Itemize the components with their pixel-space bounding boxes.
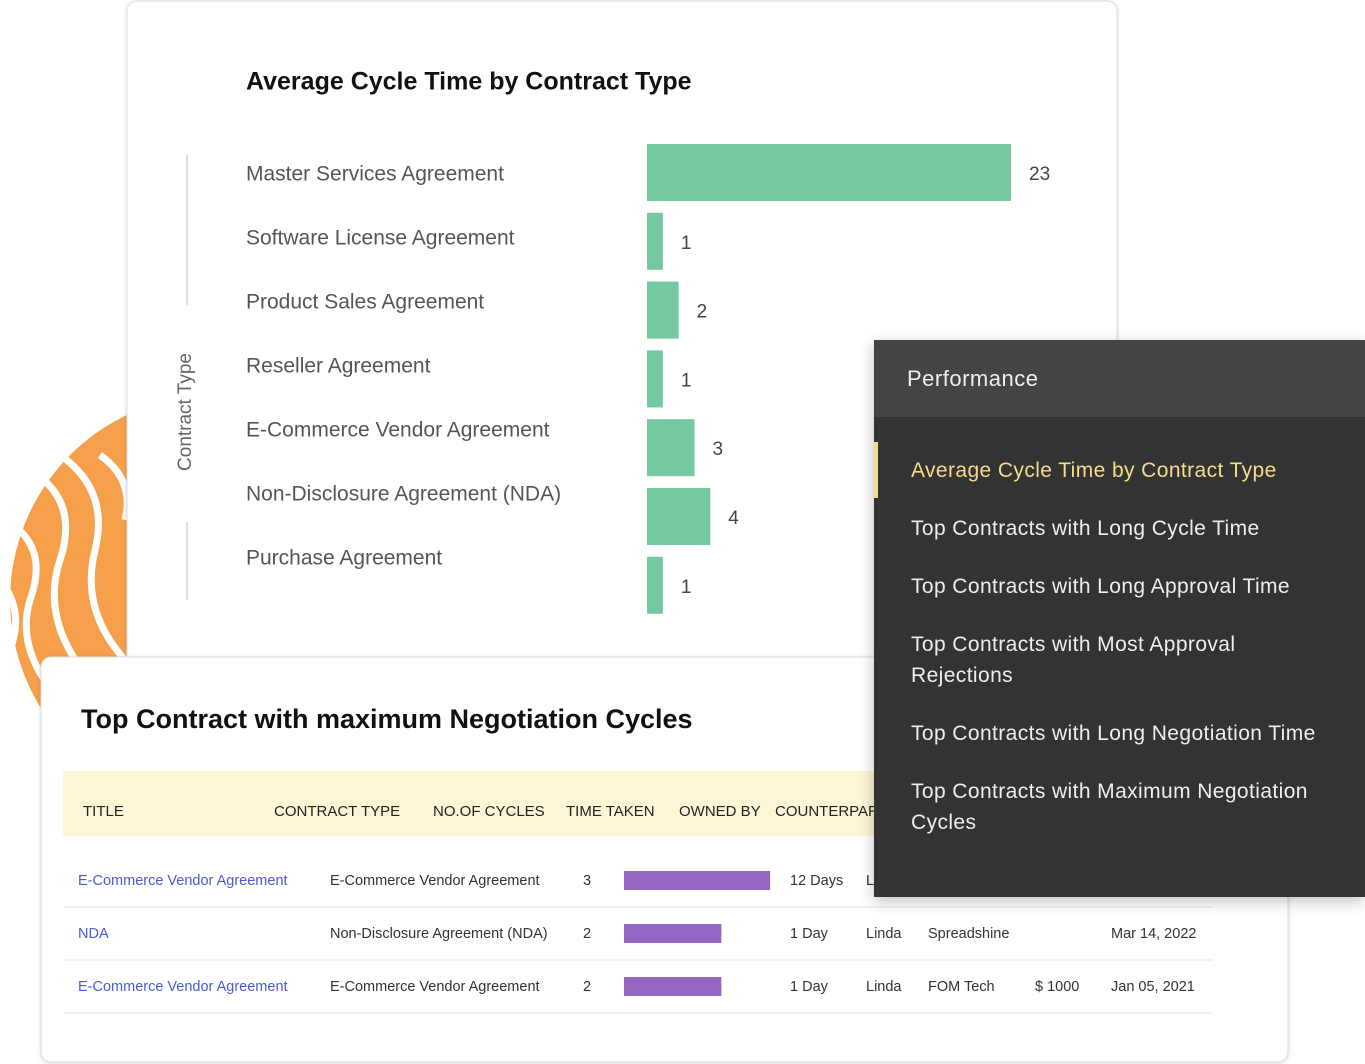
cell-amount: $ 1000 (1035, 979, 1079, 995)
cycle-bar (624, 924, 722, 943)
bar (647, 350, 663, 408)
y-axis-label: Contract Type (175, 353, 196, 471)
column-header: COUNTERPARTY (775, 803, 898, 820)
menu-item[interactable]: Top Contracts with Long Approval Time (911, 575, 1290, 598)
cell-contract-type: Non-Disclosure Agreement (NDA) (330, 926, 548, 942)
bar (647, 419, 695, 477)
data-label: 1 (681, 233, 692, 254)
column-header: NO.OF CYCLES (433, 803, 545, 820)
category-label: Product Sales Agreement (246, 291, 484, 314)
menu-item[interactable]: Top Contracts with Long Cycle Time (911, 517, 1260, 540)
bar (647, 281, 679, 339)
cell-owned-by: Linda (866, 926, 902, 942)
cell-time-taken: 1 Day (790, 926, 829, 942)
cell-title[interactable]: NDA (78, 926, 109, 942)
category-label: E-Commerce Vendor Agreement (246, 419, 550, 442)
cell-counterparty: Spreadshine (928, 926, 1009, 942)
bar (647, 488, 711, 545)
cell-cycles: 2 (583, 979, 591, 995)
category-label: Purchase Agreement (246, 547, 442, 570)
menu-item[interactable]: Top Contracts with Most Approval Rejecti… (911, 633, 1236, 687)
category-label: Master Services Agreement (246, 163, 504, 186)
bar (647, 212, 663, 270)
table-title: Top Contract with maximum Negotiation Cy… (81, 704, 693, 734)
cell-title[interactable]: E-Commerce Vendor Agreement (78, 979, 288, 995)
data-label: 3 (712, 439, 723, 460)
cycle-bar (624, 871, 771, 890)
menu-panel: Performance Average Cycle Time by Contra… (874, 340, 1365, 897)
cell-contract-type: E-Commerce Vendor Agreement (330, 873, 540, 889)
data-label: 23 (1029, 164, 1050, 185)
category-label: Reseller Agreement (246, 355, 431, 378)
bar (647, 144, 1011, 201)
cell-date: Mar 14, 2022 (1111, 926, 1196, 942)
cell-time-taken: 12 Days (790, 873, 843, 889)
menu-item[interactable]: Average Cycle Time by Contract Type (874, 442, 1316, 498)
cell-cycles: 2 (583, 926, 591, 942)
cell-owned-by: Linda (866, 979, 902, 995)
column-header: TIME TAKEN (566, 803, 655, 820)
menu-list: Average Cycle Time by Contract Type Top C… (874, 417, 1365, 838)
table: TITLE CONTRACT TYPE NO.OF CYCLES TIME TAKEN… (63, 803, 1213, 1014)
bar (647, 556, 663, 614)
cell-date: Jan 05, 2021 (1111, 979, 1195, 995)
data-label: 1 (681, 370, 692, 391)
cell-contract-type: E-Commerce Vendor Agreement (330, 979, 540, 995)
data-label: 2 (697, 302, 708, 323)
data-label: 1 (681, 577, 692, 598)
column-header: TITLE (83, 803, 124, 820)
data-label: 4 (728, 508, 739, 529)
cell-cycles: 3 (583, 873, 591, 889)
column-header: OWNED BY (679, 803, 761, 820)
chart-title: Average Cycle Time by Contract Type (246, 68, 692, 96)
menu-title: Performance (874, 340, 1365, 417)
cell-title[interactable]: E-Commerce Vendor Agreement (78, 873, 288, 889)
cell-time-taken: 1 Day (790, 979, 829, 995)
menu-item[interactable]: Top Contracts with Long Negotiation Time (911, 722, 1316, 745)
category-label: Non-Disclosure Agreement (NDA) (246, 483, 561, 506)
column-header: CONTRACT TYPE (274, 803, 400, 820)
menu-item[interactable]: Top Contracts with Maximum Negotiation C… (911, 780, 1308, 834)
category-label: Software License Agreement (246, 227, 515, 250)
cycle-bar (624, 977, 722, 996)
cell-counterparty: FOM Tech (928, 979, 995, 995)
